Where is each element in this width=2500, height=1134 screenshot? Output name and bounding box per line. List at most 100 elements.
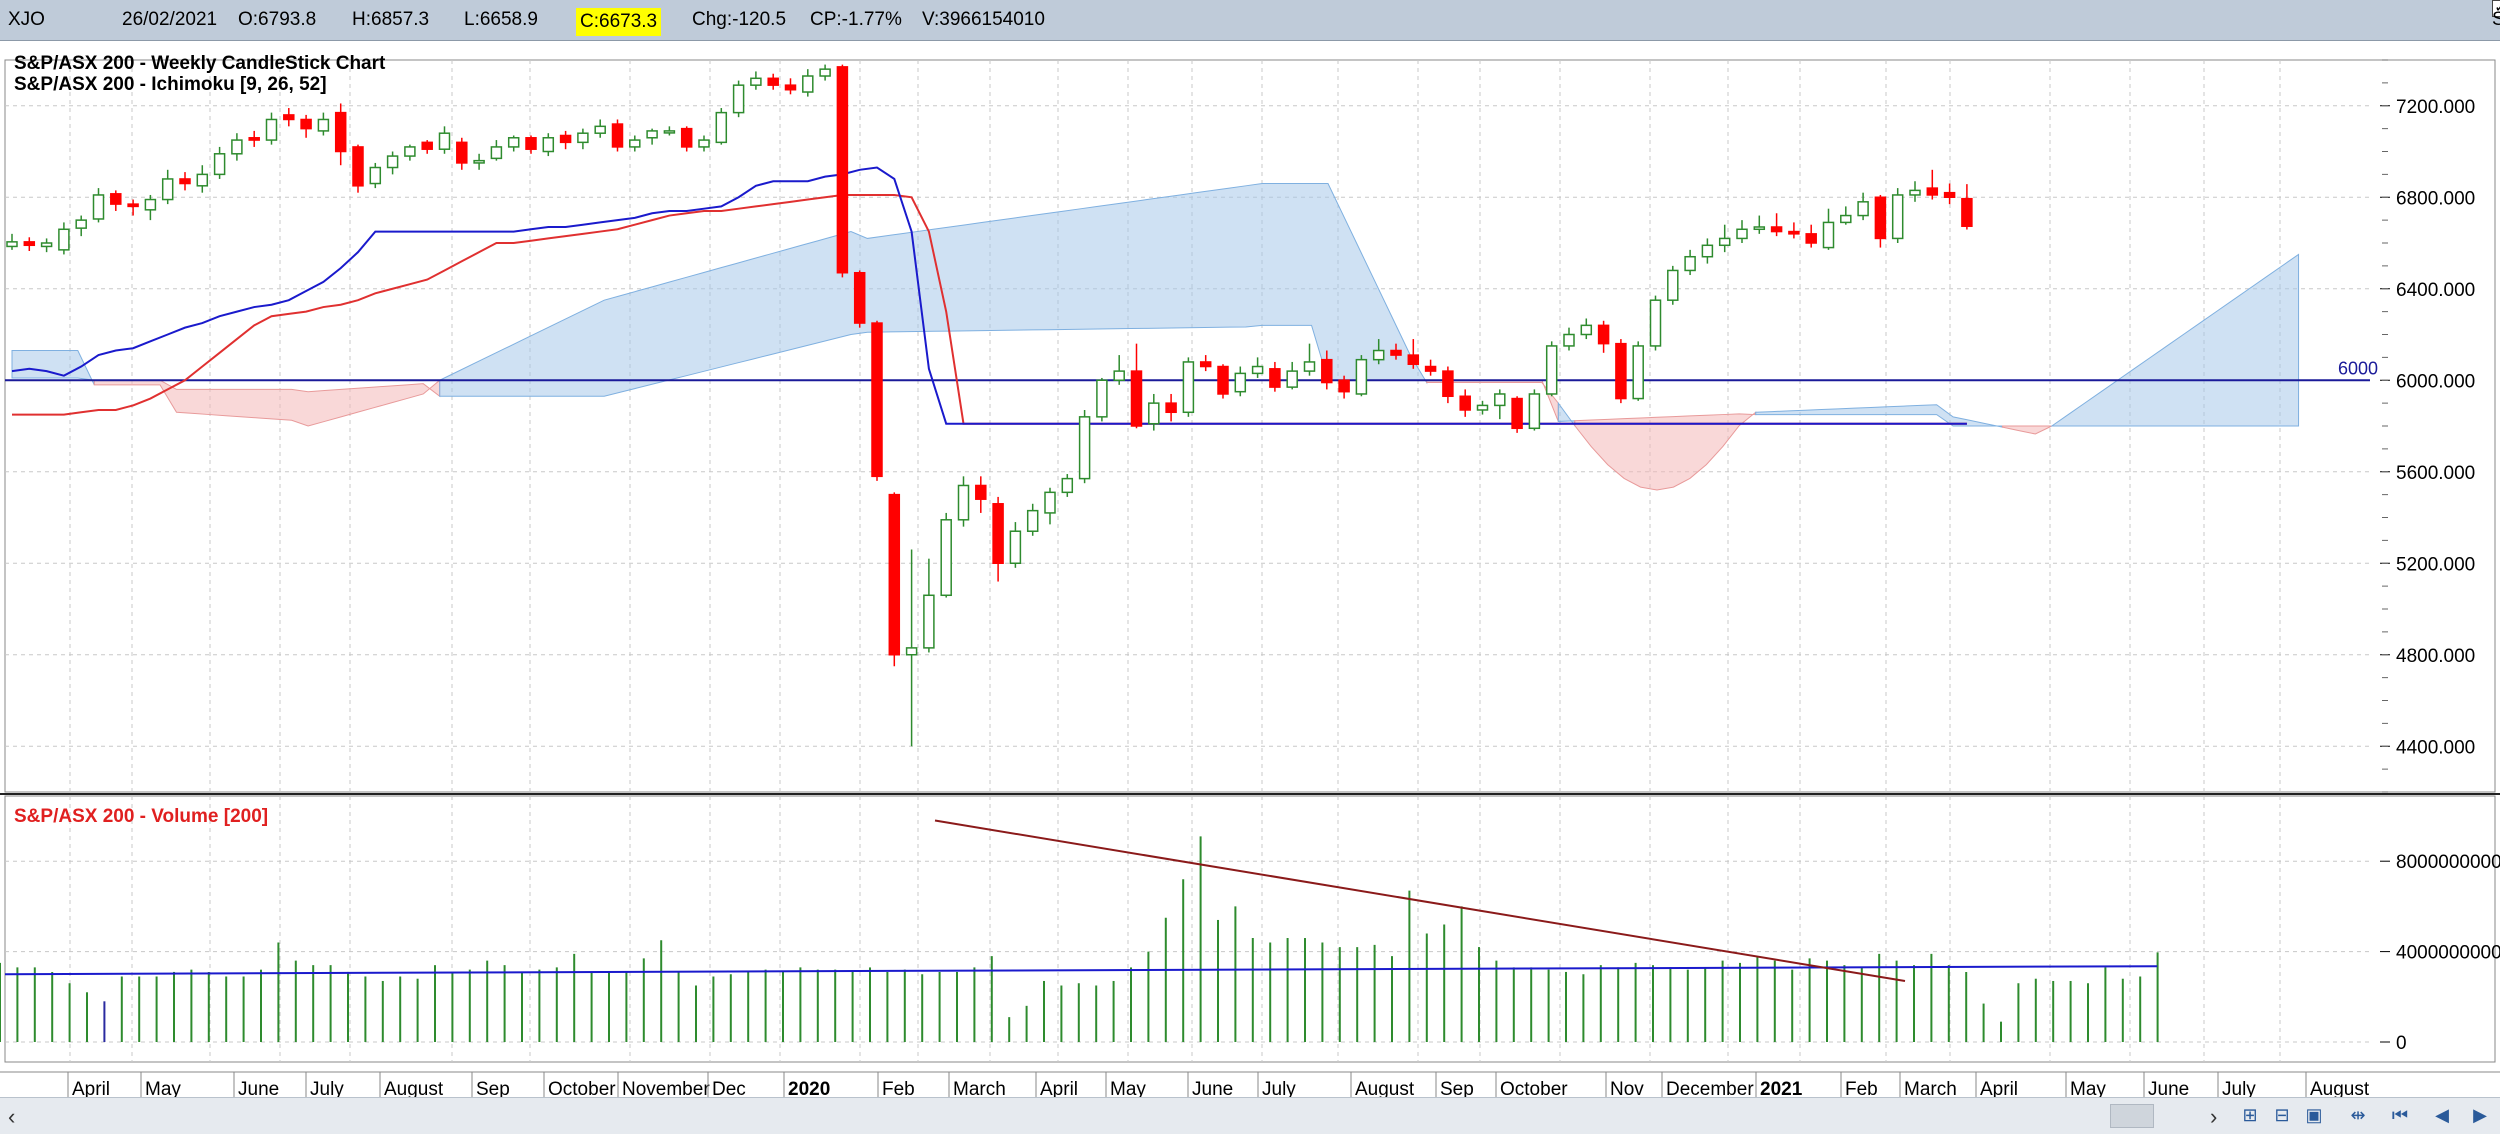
horizontal-scrollbar[interactable]: ‹ › ⊞ ⊟ ▣ ⇹ ⏮ ◀ ▶ bbox=[0, 1097, 2500, 1134]
candle-up bbox=[1649, 299, 1662, 347]
candle-down bbox=[456, 141, 468, 164]
candle-up bbox=[40, 242, 53, 248]
candle-up bbox=[1840, 214, 1852, 224]
candle-up bbox=[1476, 404, 1489, 411]
candle-down bbox=[1874, 196, 1887, 240]
candle-down bbox=[179, 178, 191, 185]
x-axis-label: July bbox=[2222, 1079, 2256, 1097]
price-tick-label: 5600.000 bbox=[2396, 463, 2475, 484]
candle-down bbox=[1165, 402, 1177, 414]
candle-up bbox=[1718, 237, 1731, 247]
x-axis-label: June bbox=[1192, 1079, 1233, 1097]
candle-up bbox=[1234, 372, 1247, 393]
pan-icon[interactable]: ⇹ bbox=[2350, 1105, 2366, 1125]
prev-icon[interactable]: ◀ bbox=[2435, 1105, 2449, 1125]
candle-up bbox=[577, 132, 589, 144]
candle-up bbox=[1009, 530, 1022, 565]
price-panel[interactable]: 7200.000 6800.000 6400.000 6000.000 5600.000… bbox=[0, 59, 2500, 795]
high-label: H:6857.3 bbox=[352, 9, 430, 30]
candle-up bbox=[1494, 393, 1506, 407]
ichimoku-cloud-bullish bbox=[2050, 253, 2300, 427]
ichimoku-cloud-bearish bbox=[2001, 425, 2053, 435]
candle-up bbox=[404, 146, 416, 157]
x-axis-label: April bbox=[1040, 1079, 1078, 1097]
candle-up bbox=[1113, 370, 1125, 382]
candle-down bbox=[1269, 368, 1281, 388]
volume-panel-frame bbox=[4, 795, 2496, 1063]
candle-up bbox=[1355, 358, 1368, 395]
candle-down bbox=[525, 137, 537, 150]
candle-up bbox=[732, 84, 745, 114]
candle-down bbox=[853, 271, 866, 324]
chart-area[interactable]: 7200.000 6800.000 6400.000 6000.000 5600.000… bbox=[0, 40, 2500, 1097]
candle-up bbox=[1286, 370, 1298, 388]
change-pct-label: CP:-1.77% bbox=[810, 9, 902, 30]
candle-up bbox=[1753, 226, 1766, 231]
candle-up bbox=[369, 166, 382, 185]
volume-panel[interactable]: 8000000000 4000000000 0 bbox=[0, 795, 2500, 1063]
candle-up bbox=[663, 130, 676, 134]
candle-down bbox=[1926, 187, 1939, 196]
x-axis-label: June bbox=[2148, 1079, 2189, 1097]
candle-down bbox=[23, 241, 36, 247]
next-icon[interactable]: ▶ bbox=[2473, 1105, 2487, 1125]
candle-down bbox=[559, 134, 572, 144]
candle-up bbox=[1096, 379, 1108, 418]
save-icon[interactable]: ▣ bbox=[2305, 1105, 2323, 1125]
candle-up bbox=[438, 132, 451, 150]
candle-up bbox=[1026, 509, 1039, 532]
x-axis-label: October bbox=[1500, 1079, 1568, 1097]
candle-up bbox=[1372, 349, 1385, 361]
candle-up bbox=[1909, 189, 1921, 196]
candle-up bbox=[957, 484, 970, 521]
candle-down bbox=[352, 146, 364, 187]
candle-down bbox=[1407, 354, 1420, 365]
candle-down bbox=[975, 484, 987, 500]
zoom-in-icon[interactable]: ⊞ bbox=[2242, 1105, 2258, 1125]
candle-up bbox=[231, 139, 243, 155]
candle-down bbox=[283, 114, 295, 121]
zoom-out-icon[interactable]: ⊟ bbox=[2274, 1105, 2290, 1125]
x-axis-label: March bbox=[1904, 1079, 1957, 1097]
candle-down bbox=[1321, 358, 1333, 384]
x-axis-label: March bbox=[953, 1079, 1006, 1097]
date-label: 26/02/2021 bbox=[122, 9, 218, 30]
candle-up bbox=[940, 519, 952, 597]
open-label: O:6793.8 bbox=[238, 9, 317, 30]
candle-down bbox=[871, 322, 883, 478]
x-axis-label: 2020 bbox=[788, 1079, 830, 1097]
candle-up bbox=[1545, 345, 1558, 395]
scroll-thumb[interactable] bbox=[2110, 1104, 2154, 1128]
candle-up bbox=[161, 178, 174, 201]
candle-up bbox=[1182, 361, 1195, 414]
checkbox-icon[interactable]: ✓ bbox=[2492, 0, 2500, 17]
candle-up bbox=[1667, 269, 1679, 301]
candle-up bbox=[58, 228, 70, 251]
price-chart-title: S&P/ASX 200 - Weekly CandleStick Chart bbox=[14, 53, 386, 74]
x-axis-label: May bbox=[145, 1079, 181, 1097]
ichimoku-subtitle: S&P/ASX 200 - Ichimoku [9, 26, 52] bbox=[14, 74, 327, 95]
x-axis-label: May bbox=[1110, 1079, 1146, 1097]
go-start-icon[interactable]: ⏮ bbox=[2391, 1105, 2409, 1125]
candle-down bbox=[611, 123, 624, 148]
low-label: L:6658.9 bbox=[464, 9, 538, 30]
candle-up bbox=[1857, 201, 1869, 217]
candle-up bbox=[594, 125, 606, 134]
candle-up bbox=[1891, 194, 1904, 240]
scroll-right-icon[interactable]: › bbox=[2210, 1104, 2218, 1129]
price-tick-label: 4400.000 bbox=[2396, 737, 2475, 758]
scroll-left-icon[interactable]: ‹ bbox=[8, 1104, 16, 1129]
candle-up bbox=[698, 139, 710, 148]
candle-down bbox=[1390, 349, 1402, 356]
volume-label: V:3966154010 bbox=[922, 9, 1045, 30]
candle-up bbox=[1061, 477, 1074, 494]
candle-down bbox=[334, 111, 347, 153]
candle-down bbox=[1130, 370, 1143, 427]
x-axis-label: Sep bbox=[1440, 1079, 1474, 1097]
x-axis-label: August bbox=[1355, 1079, 1415, 1097]
symbol-label: XJO bbox=[8, 9, 45, 30]
close-label: C:6673.3 bbox=[576, 8, 662, 36]
candle-up bbox=[819, 68, 831, 77]
x-axis-label: Feb bbox=[1845, 1079, 1878, 1097]
candle-down bbox=[836, 66, 849, 274]
